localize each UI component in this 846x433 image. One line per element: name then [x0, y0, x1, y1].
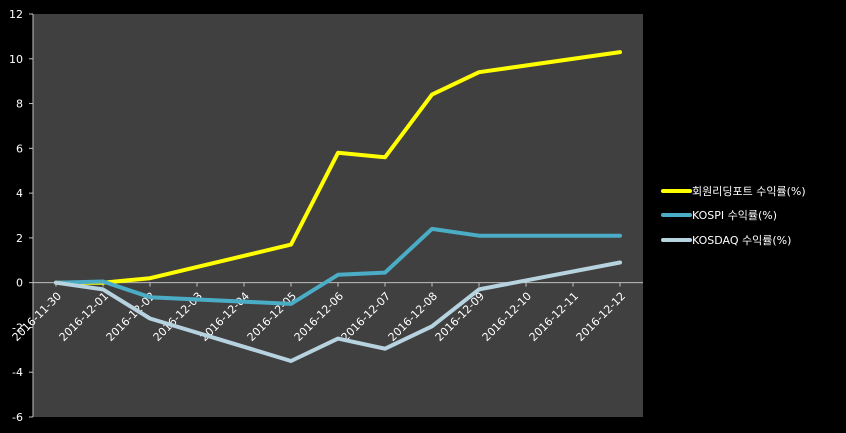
y-tick-label: 4	[16, 187, 23, 200]
series-line-2	[54, 260, 622, 363]
legend-label-1: KOSPI 수익률(%)	[692, 209, 777, 222]
legend: 회원리딩포트 수익률(%) KOSPI 수익률(%) KOSDAQ 수익률(%)	[661, 185, 806, 247]
y-tick-label: 2	[16, 232, 23, 245]
legend-label-2: KOSDAQ 수익률(%)	[692, 234, 791, 247]
y-tick-label: -2	[12, 321, 23, 334]
y-tick-label: -6	[12, 411, 23, 424]
y-tick-label: 10	[9, 53, 23, 66]
y-axis: 12 10 8 6 4 2 0 -2 -4 -6	[9, 8, 34, 424]
y-tick-label: 0	[16, 277, 23, 290]
y-tick-label: 12	[9, 8, 23, 21]
y-tick-label: -4	[12, 366, 23, 379]
legend-label-0: 회원리딩포트 수익률(%)	[692, 185, 806, 198]
plot-area	[33, 14, 643, 417]
y-tick-label: 8	[16, 98, 23, 111]
y-tick-label: 6	[16, 142, 23, 155]
series-line-1	[54, 226, 622, 306]
series-layer	[54, 50, 622, 363]
series-line-0	[54, 50, 622, 285]
